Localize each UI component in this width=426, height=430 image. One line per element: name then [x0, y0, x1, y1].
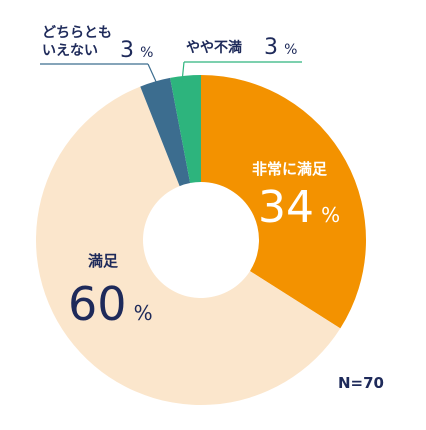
label-slightly-dissatisfied-value: 3 %	[264, 35, 297, 60]
label-satisfied-unit: %	[134, 301, 153, 325]
label-neutral-line1: どちらとも	[42, 25, 112, 41]
label-very-satisfied-value: 34 %	[258, 182, 340, 233]
donut-slices	[35, 75, 367, 405]
label-very-satisfied-unit: %	[321, 203, 340, 227]
slice-0	[201, 75, 367, 329]
label-satisfied-value: 60 %	[68, 277, 153, 331]
label-satisfied: 満足	[88, 252, 119, 270]
label-very-satisfied: 非常に満足	[252, 160, 328, 178]
label-neutral-number: 3	[120, 38, 134, 63]
slice-3	[170, 75, 201, 184]
label-slightly-dissatisfied-number: 3	[264, 35, 278, 60]
leader-line-slightly-dissatisfied-diagonal	[181, 61, 185, 83]
label-slightly-dissatisfied: やや不満	[186, 39, 242, 56]
label-very-satisfied-number: 34	[258, 182, 314, 233]
leader-line-neutral-diagonal	[147, 63, 159, 87]
slice-2	[140, 77, 191, 187]
slice-1	[35, 86, 341, 405]
label-satisfied-number: 60	[68, 277, 127, 331]
label-neutral-line2: いえない	[42, 43, 98, 59]
label-neutral-value: 3 %	[120, 38, 153, 63]
sample-size-annotation: N=70	[338, 374, 384, 392]
label-slightly-dissatisfied-unit: %	[284, 42, 297, 58]
label-neutral-unit: %	[140, 45, 153, 61]
